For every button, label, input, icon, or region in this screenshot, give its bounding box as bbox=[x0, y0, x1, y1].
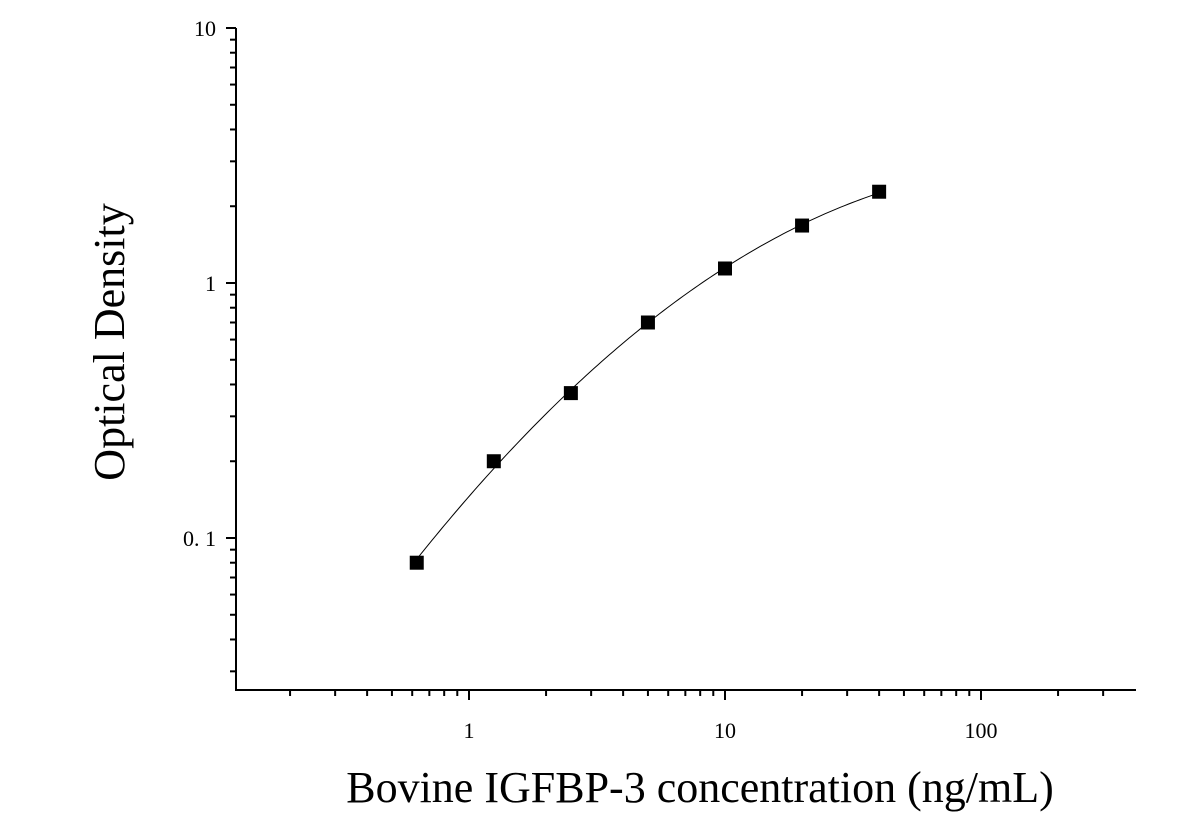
x-tick-label: 100 bbox=[965, 718, 998, 743]
x-tick-labels: 1 10 100 bbox=[464, 718, 998, 743]
x-axis-title: Bovine IGFBP-3 concentration (ng/mL) bbox=[346, 763, 1054, 812]
y-tick-label: 10 bbox=[194, 16, 216, 41]
y-tick-label: 0. 1 bbox=[183, 526, 216, 551]
x-tick-label: 1 bbox=[464, 718, 475, 743]
data-point bbox=[795, 218, 810, 233]
data-point bbox=[872, 184, 887, 199]
data-point bbox=[409, 555, 424, 570]
major-ticks bbox=[226, 27, 982, 700]
data-markers bbox=[409, 184, 887, 570]
data-point bbox=[563, 386, 578, 401]
data-point bbox=[640, 315, 655, 330]
y-tick-label: 1 bbox=[205, 271, 216, 296]
y-axis-title: Optical Density bbox=[85, 203, 134, 480]
x-tick-label: 10 bbox=[714, 718, 736, 743]
fit-curve bbox=[416, 192, 880, 560]
minor-ticks bbox=[230, 38, 1105, 696]
data-point bbox=[718, 261, 732, 276]
y-tick-labels: 10 1 0. 1 bbox=[183, 16, 216, 551]
data-point bbox=[486, 454, 501, 469]
